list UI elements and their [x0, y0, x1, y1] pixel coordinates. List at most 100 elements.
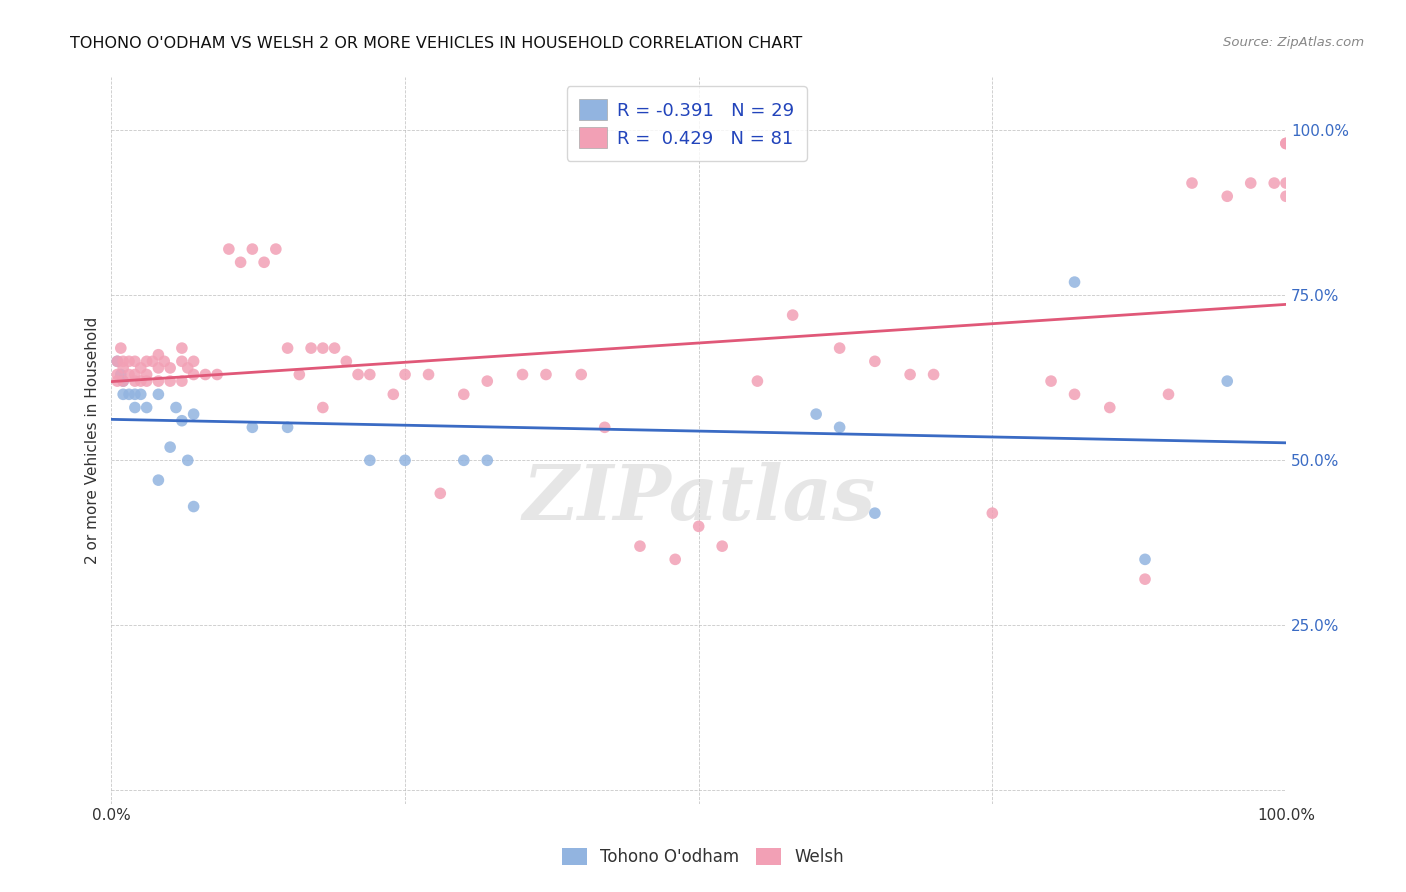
- Point: [898, 368, 921, 382]
- Point: [112, 374, 135, 388]
- Point: [170, 341, 193, 355]
- Point: [240, 242, 263, 256]
- Point: [1216, 189, 1239, 203]
- Point: [534, 368, 557, 382]
- Point: [1157, 387, 1180, 401]
- Point: [170, 354, 193, 368]
- Point: [828, 341, 851, 355]
- Point: [170, 374, 193, 388]
- Point: [135, 368, 157, 382]
- Point: [105, 354, 128, 368]
- Point: [1275, 136, 1298, 151]
- Point: [1275, 136, 1298, 151]
- Point: [159, 360, 181, 375]
- Point: [183, 407, 205, 421]
- Point: [129, 374, 152, 388]
- Point: [124, 368, 146, 382]
- Point: [1181, 176, 1204, 190]
- Point: [277, 341, 299, 355]
- Point: [264, 242, 287, 256]
- Point: [569, 368, 592, 382]
- Legend: R = -0.391   N = 29, R =  0.429   N = 81: R = -0.391 N = 29, R = 0.429 N = 81: [567, 87, 807, 161]
- Point: [711, 539, 734, 553]
- Point: [112, 354, 135, 368]
- Point: [628, 539, 651, 553]
- Point: [112, 387, 135, 401]
- Point: [124, 401, 146, 415]
- Point: [394, 368, 416, 382]
- Legend: Tohono O'odham, Welsh: Tohono O'odham, Welsh: [554, 840, 852, 875]
- Point: [135, 374, 157, 388]
- Point: [782, 308, 804, 322]
- Point: [148, 387, 170, 401]
- Point: [1275, 176, 1298, 190]
- Point: [512, 368, 534, 382]
- Point: [1063, 275, 1085, 289]
- Point: [129, 387, 152, 401]
- Point: [105, 354, 128, 368]
- Point: [277, 420, 299, 434]
- Text: TOHONO O'ODHAM VS WELSH 2 OR MORE VEHICLES IN HOUSEHOLD CORRELATION CHART: TOHONO O'ODHAM VS WELSH 2 OR MORE VEHICL…: [70, 36, 803, 51]
- Point: [141, 354, 163, 368]
- Point: [135, 401, 157, 415]
- Text: Source: ZipAtlas.com: Source: ZipAtlas.com: [1223, 36, 1364, 49]
- Point: [747, 374, 769, 388]
- Point: [312, 401, 335, 415]
- Point: [183, 368, 205, 382]
- Point: [312, 341, 335, 355]
- Point: [118, 368, 141, 382]
- Point: [129, 360, 152, 375]
- Point: [1040, 374, 1063, 388]
- Point: [394, 453, 416, 467]
- Point: [323, 341, 346, 355]
- Point: [688, 519, 710, 533]
- Point: [1098, 401, 1121, 415]
- Point: [347, 368, 370, 382]
- Text: ZIPatlas: ZIPatlas: [522, 462, 876, 535]
- Point: [105, 368, 128, 382]
- Point: [453, 387, 475, 401]
- Point: [863, 506, 886, 520]
- Point: [453, 453, 475, 467]
- Point: [863, 354, 886, 368]
- Point: [981, 506, 1004, 520]
- Point: [335, 354, 357, 368]
- Point: [170, 414, 193, 428]
- Point: [118, 354, 141, 368]
- Point: [110, 368, 132, 382]
- Point: [118, 387, 141, 401]
- Point: [159, 374, 181, 388]
- Point: [148, 360, 170, 375]
- Point: [418, 368, 440, 382]
- Point: [1275, 189, 1298, 203]
- Point: [382, 387, 405, 401]
- Point: [477, 374, 499, 388]
- Point: [124, 354, 146, 368]
- Point: [1133, 552, 1156, 566]
- Point: [229, 255, 252, 269]
- Point: [477, 453, 499, 467]
- Y-axis label: 2 or more Vehicles in Household: 2 or more Vehicles in Household: [86, 317, 100, 564]
- Point: [148, 348, 170, 362]
- Point: [429, 486, 451, 500]
- Point: [288, 368, 311, 382]
- Point: [153, 354, 176, 368]
- Point: [124, 374, 146, 388]
- Point: [218, 242, 240, 256]
- Point: [148, 374, 170, 388]
- Point: [183, 354, 205, 368]
- Point: [112, 360, 135, 375]
- Point: [922, 368, 945, 382]
- Point: [124, 387, 146, 401]
- Point: [804, 407, 827, 421]
- Point: [240, 420, 263, 434]
- Point: [1063, 387, 1085, 401]
- Point: [110, 341, 132, 355]
- Point: [135, 354, 157, 368]
- Point: [359, 453, 381, 467]
- Point: [194, 368, 217, 382]
- Point: [1133, 572, 1156, 586]
- Point: [177, 453, 200, 467]
- Point: [183, 500, 205, 514]
- Point: [1263, 176, 1285, 190]
